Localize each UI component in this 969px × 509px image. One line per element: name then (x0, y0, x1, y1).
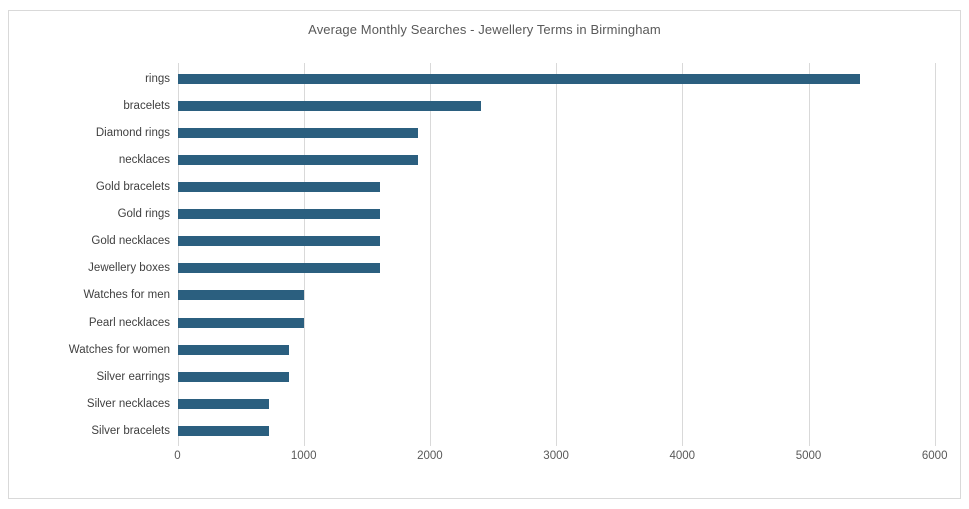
category-label-gold-bracelets: Gold bracelets (95, 181, 170, 194)
category-label-silver-bracelets: Silver bracelets (91, 424, 170, 437)
bar-diamond-rings (178, 128, 418, 139)
category-label-diamond-rings: Diamond rings (95, 127, 170, 140)
x-tick-label: 2000 (417, 450, 443, 462)
chart-title: Average Monthly Searches - Jewellery Ter… (308, 22, 661, 37)
bar-watches-for-women (178, 344, 290, 355)
category-label-necklaces: necklaces (118, 154, 170, 167)
bar-necklaces (178, 155, 418, 166)
bar-rings (178, 74, 860, 84)
category-label-silver-earrings: Silver earrings (96, 370, 171, 383)
bar-silver-earrings (178, 371, 290, 382)
gridline-x-4000 (682, 63, 684, 446)
category-label-rings: rings (145, 73, 170, 85)
gridline-x-2000 (429, 63, 431, 446)
chart-border (8, 10, 961, 499)
gridline-x-5000 (808, 63, 810, 446)
category-label-jewellery-boxes: Jewellery boxes (88, 262, 170, 275)
gridline-x-0 (177, 63, 179, 446)
x-tick-label: 6000 (921, 450, 948, 462)
bar-silver-bracelets (178, 425, 269, 436)
x-tick-label: 1000 (290, 450, 317, 462)
bar-pearl-necklaces (178, 317, 305, 328)
gridline-x-3000 (556, 63, 558, 446)
category-label-pearl-necklaces: Pearl necklaces (88, 316, 170, 329)
category-label-watches-for-women: Watches for women (68, 343, 170, 356)
category-label-silver-necklaces: Silver necklaces (86, 397, 170, 410)
category-label-gold-necklaces: Gold necklaces (91, 235, 170, 248)
bar-gold-rings (178, 209, 380, 220)
x-tick-label: 3000 (543, 450, 569, 462)
category-label-gold-rings: Gold rings (117, 208, 170, 221)
x-tick-label: 0 (174, 450, 181, 462)
gridline-x-6000 (934, 63, 936, 446)
x-tick-label: 5000 (795, 450, 822, 462)
category-label-bracelets: bracelets (123, 100, 170, 112)
category-label-watches-for-men: Watches for men (83, 289, 171, 302)
bar-gold-bracelets (178, 182, 380, 193)
x-tick-label: 4000 (669, 450, 696, 462)
gridline-x-1000 (303, 63, 305, 446)
bar-gold-necklaces (178, 236, 380, 247)
bar-bracelets (178, 101, 481, 111)
bar-jewellery-boxes (178, 263, 380, 274)
bar-watches-for-men (178, 290, 305, 301)
bar-silver-necklaces (178, 398, 269, 409)
